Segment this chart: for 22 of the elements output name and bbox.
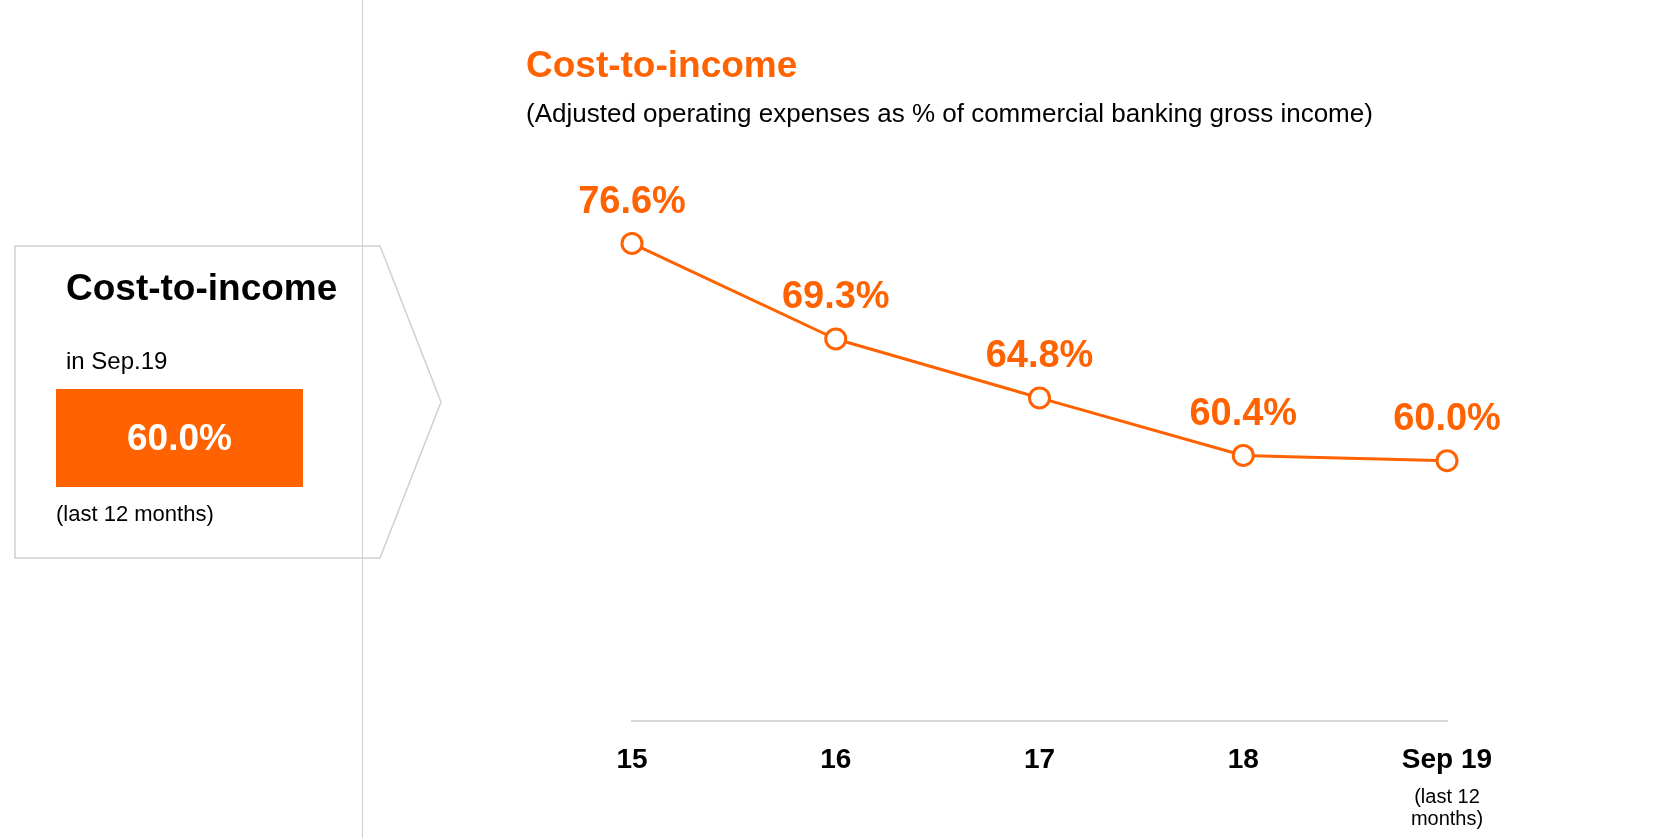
text: (last 12 months) xyxy=(1410,784,1484,829)
text: (last 12 months) xyxy=(56,501,214,527)
x-tick-label: 16 xyxy=(820,742,852,774)
point xyxy=(1028,386,1051,410)
x-tick-label: Sep 19 xyxy=(1401,742,1493,774)
data-label: 64.8% xyxy=(985,333,1094,376)
chart-subtitle: (Adjusted operating expenses as % of commercial banking gross income) xyxy=(526,98,1373,129)
data-label: 60.4% xyxy=(1189,390,1298,433)
text: 60.0% xyxy=(56,389,303,487)
x-tick-label: 17 xyxy=(1023,742,1056,774)
text: Cost-to-income xyxy=(66,267,338,309)
point xyxy=(824,327,848,351)
x-tick-label: 15 xyxy=(616,742,648,774)
data-label: 76.6% xyxy=(578,178,686,221)
point xyxy=(1231,443,1255,467)
point xyxy=(1435,449,1459,473)
point xyxy=(620,231,644,255)
x-tick-label: 18 xyxy=(1227,742,1259,774)
chart-title: Cost-to-income xyxy=(526,44,798,86)
text: in Sep.19 xyxy=(66,347,168,375)
data-label: 60.0% xyxy=(1393,396,1501,439)
data-label: 69.3% xyxy=(781,274,890,317)
